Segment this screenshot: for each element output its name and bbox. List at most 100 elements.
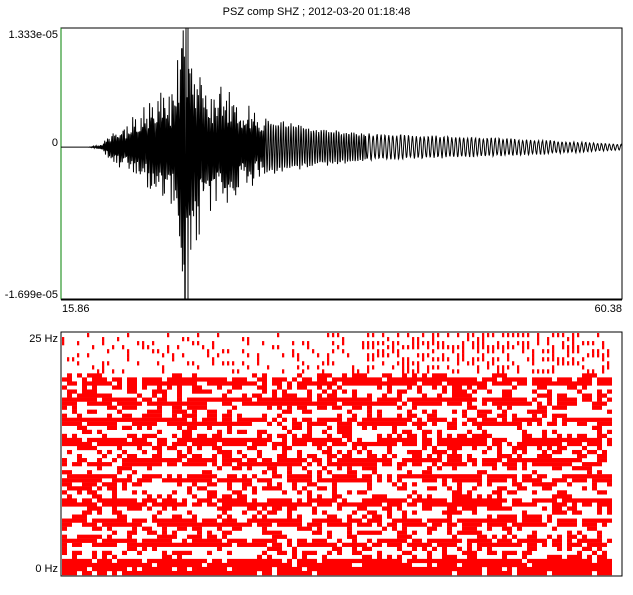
spectrogram-cell bbox=[432, 570, 437, 576]
spectrogram-cell bbox=[502, 534, 507, 539]
spectrogram-cell bbox=[582, 562, 587, 568]
spectrogram-cell bbox=[72, 502, 77, 507]
spectrogram-cell bbox=[77, 478, 82, 483]
spectrogram-cells[interactable] bbox=[62, 333, 612, 576]
spectrogram-cell bbox=[432, 357, 435, 362]
spectrogram-cell bbox=[607, 558, 612, 564]
spectrogram-cell bbox=[162, 558, 167, 564]
spectrogram-cell bbox=[102, 361, 105, 366]
spectrogram-cell bbox=[277, 397, 282, 402]
spectrogram-cell bbox=[432, 522, 437, 527]
spectrogram-cell bbox=[67, 522, 72, 527]
spectrogram-cell bbox=[537, 377, 542, 382]
spectrogram-cell bbox=[487, 445, 492, 451]
spectrogram-cell bbox=[482, 437, 487, 443]
spectrogram-cell bbox=[147, 542, 152, 547]
spectrogram-cell bbox=[112, 542, 117, 547]
spectrogram-cell bbox=[77, 417, 82, 422]
spectrogram-cell bbox=[522, 502, 527, 507]
spectrogram-cell bbox=[462, 377, 467, 382]
spectrogram-cell bbox=[422, 478, 427, 483]
spectrogram-cell bbox=[537, 538, 542, 543]
spectrogram-cell bbox=[312, 530, 317, 535]
spectrogram-cell bbox=[557, 538, 562, 543]
spectrogram-cell bbox=[492, 361, 495, 366]
spectrogram-cell bbox=[392, 558, 397, 564]
spectrogram-cell bbox=[232, 377, 237, 382]
spectrogram-cell bbox=[552, 381, 557, 386]
spectrogram-cell bbox=[287, 470, 292, 475]
spectrogram-cell bbox=[142, 397, 147, 402]
spectrogram-cell bbox=[542, 454, 547, 459]
spectrogram-cell bbox=[322, 429, 327, 435]
spectrogram-cell bbox=[557, 377, 562, 382]
spectrogram-cell bbox=[502, 478, 507, 483]
spectrogram-cell bbox=[412, 437, 417, 443]
spectrogram-cell bbox=[552, 437, 557, 443]
spectrogram-cell bbox=[457, 433, 462, 439]
spectrogram-cell bbox=[72, 558, 77, 564]
spectrogram-cell bbox=[287, 445, 292, 451]
spectrogram-cell bbox=[557, 458, 562, 463]
spectrogram-cell bbox=[302, 369, 305, 374]
spectrogram-cell bbox=[447, 365, 450, 370]
spectrogram-cell bbox=[407, 534, 412, 539]
spectrogram-cell bbox=[592, 474, 597, 479]
spectrogram-cell bbox=[512, 413, 517, 418]
spectrogram-cell bbox=[292, 401, 297, 406]
spectrogram-cell bbox=[487, 542, 492, 547]
spectrogram-cell bbox=[67, 502, 72, 507]
spectrogram-cell bbox=[487, 397, 492, 402]
spectrogram-cell bbox=[132, 401, 137, 406]
spectrogram-cell bbox=[522, 445, 527, 451]
spectrogram-cell bbox=[442, 482, 447, 487]
spectrogram-cell bbox=[62, 550, 67, 556]
spectrogram-cell bbox=[157, 522, 162, 527]
spectrogram-cell bbox=[317, 385, 322, 390]
spectrogram-cell bbox=[537, 409, 542, 414]
spectrogram-cell bbox=[152, 498, 157, 503]
spectrogram-cell bbox=[402, 514, 407, 519]
spectrogram-cell bbox=[512, 385, 517, 390]
spectrogram-cell bbox=[557, 405, 562, 410]
spectrogram-cell bbox=[277, 562, 282, 568]
spectrogram-cell bbox=[137, 361, 140, 366]
spectrogram-cell bbox=[407, 562, 412, 568]
spectrogram-cell bbox=[402, 377, 407, 382]
spectrogram-cell bbox=[72, 542, 77, 547]
spectrogram-cell bbox=[512, 377, 517, 382]
spectrogram-cell bbox=[462, 357, 465, 362]
spectrogram-cell bbox=[192, 361, 195, 366]
spectrogram-cell bbox=[447, 570, 452, 576]
spectrogram-cell bbox=[442, 570, 447, 576]
spectrogram-cell bbox=[517, 333, 520, 338]
seismogram-trace[interactable] bbox=[61, 27, 623, 300]
spectrogram-cell bbox=[232, 570, 237, 576]
spectrogram-cell bbox=[542, 381, 547, 386]
spectrogram-cell bbox=[517, 542, 522, 547]
spectrogram-cell bbox=[262, 462, 267, 467]
spectrogram-cell bbox=[482, 562, 487, 568]
spectrogram-cell bbox=[262, 385, 267, 390]
spectrogram-cell bbox=[192, 494, 197, 499]
spectrogram-cell bbox=[127, 397, 132, 402]
spectrogram-cell bbox=[537, 417, 542, 422]
spectrogram-cell bbox=[112, 518, 117, 523]
spectrogram-cell bbox=[282, 377, 287, 382]
spectrogram-cell bbox=[212, 482, 217, 487]
spectrogram-cell bbox=[337, 478, 342, 483]
spectrogram-cell bbox=[152, 433, 157, 439]
spectrogram-cell bbox=[142, 421, 147, 426]
spectrogram-cell bbox=[252, 542, 257, 547]
spectrogram-cell bbox=[317, 393, 322, 398]
spectrogram-cell bbox=[262, 341, 265, 346]
spectrogram-cell bbox=[522, 345, 525, 350]
spectrogram-cell bbox=[477, 482, 482, 487]
spectrogram-cell bbox=[197, 486, 202, 491]
spectrogram-cell bbox=[597, 538, 602, 543]
spectrogram-cell bbox=[62, 405, 67, 410]
spectrogram-cell bbox=[392, 429, 397, 435]
spectrogram-cell bbox=[487, 478, 492, 483]
spectrogram-cell bbox=[62, 538, 67, 543]
spectrogram-cell bbox=[472, 381, 477, 386]
